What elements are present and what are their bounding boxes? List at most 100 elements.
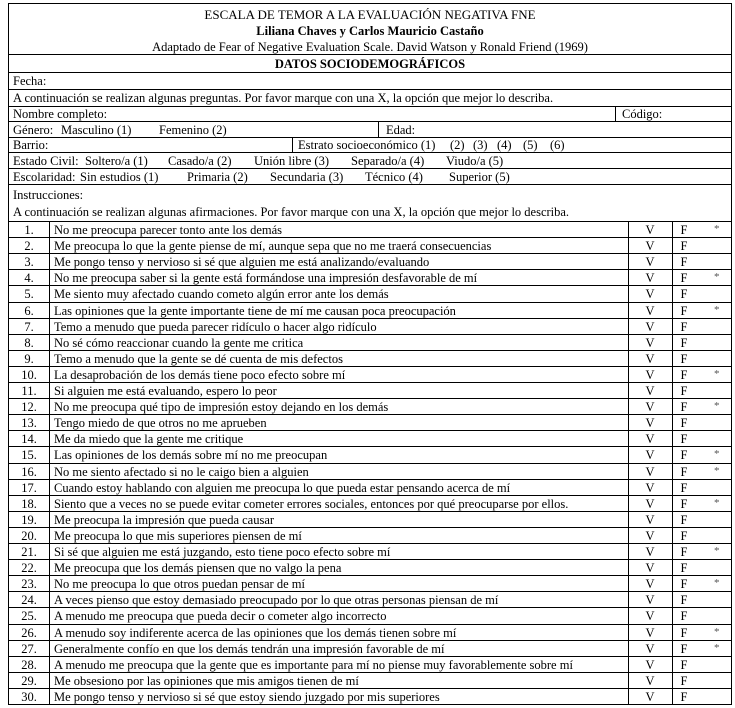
answer-false-option[interactable]: F: [680, 689, 688, 704]
answer-true-option[interactable]: V: [645, 448, 655, 463]
divider: [628, 383, 629, 400]
table-row: 9. Temo a menudo que la gente se dé cuent…: [8, 349, 732, 367]
answer-true-option[interactable]: V: [645, 432, 655, 447]
answer-false-option[interactable]: F: [680, 432, 688, 447]
estado-option[interactable]: Casado/a (2): [168, 154, 232, 168]
answer-true-option[interactable]: V: [645, 673, 655, 688]
answer-false-option[interactable]: F: [680, 577, 688, 592]
answer-true-option[interactable]: V: [645, 319, 655, 334]
answer-true-option[interactable]: V: [645, 367, 655, 382]
escolaridad-option[interactable]: Técnico (4): [365, 170, 423, 184]
estrato-option[interactable]: (2): [450, 138, 465, 152]
item-text: A veces pienso que estoy demasiado preoc…: [54, 593, 499, 608]
estrato-option[interactable]: (3): [473, 138, 488, 152]
answer-false-option[interactable]: F: [680, 545, 688, 559]
genero-row[interactable]: Género: Masculino (1) Femenino (2) Edad:: [8, 121, 732, 138]
answer-true-option[interactable]: V: [645, 416, 655, 431]
answer-false-option[interactable]: F: [680, 287, 688, 302]
escolaridad-option[interactable]: Superior (5): [449, 170, 510, 184]
estado-option[interactable]: Soltero/a (1): [85, 154, 148, 168]
answer-true-option[interactable]: V: [645, 689, 655, 704]
answer-false-option[interactable]: F: [680, 657, 688, 672]
answer-true-option[interactable]: V: [645, 400, 655, 415]
answer-true-option[interactable]: V: [645, 528, 655, 543]
table-row: 18. Siento que a veces no se puede evitar…: [8, 494, 732, 512]
answer-false-option[interactable]: F: [680, 593, 688, 608]
answer-false-option[interactable]: F: [680, 400, 688, 415]
answer-true-option[interactable]: V: [645, 496, 655, 511]
answer-true-option[interactable]: V: [645, 351, 655, 366]
estado-option[interactable]: Unión libre (3): [254, 154, 329, 168]
item-number: 25.: [21, 609, 37, 624]
item-text: Me pongo tenso y nervioso si sé que algu…: [54, 255, 430, 270]
answer-true-option[interactable]: V: [645, 335, 655, 350]
answer-false-option[interactable]: F: [680, 641, 688, 656]
estado-civil-row[interactable]: Estado Civil: Soltero/a (1) Casado/a (2)…: [8, 152, 732, 169]
table-row: 15. Las opiniones de los demás sobre mí n…: [8, 446, 732, 464]
item-text: No sé cómo reaccionar cuando la gente me…: [54, 335, 304, 350]
answer-true-option[interactable]: V: [645, 577, 655, 592]
answer-true-option[interactable]: V: [645, 464, 655, 479]
answer-true-option[interactable]: V: [645, 593, 655, 608]
answer-true-option[interactable]: V: [645, 239, 655, 254]
escolaridad-option[interactable]: Secundaria (3): [270, 170, 344, 184]
nombre-row[interactable]: Nombre completo: Código:: [8, 106, 732, 122]
answer-true-option[interactable]: V: [645, 641, 655, 656]
barrio-row[interactable]: Barrio: Estrato socioeconómico (1) (2) (…: [8, 137, 732, 153]
genero-option[interactable]: Masculino (1): [61, 123, 132, 137]
answer-false-option[interactable]: F: [680, 561, 688, 576]
answer-true-option[interactable]: V: [645, 271, 655, 286]
answer-false-option[interactable]: F: [680, 464, 688, 479]
answer-false-option[interactable]: F: [680, 335, 688, 350]
item-number: 6.: [24, 303, 34, 318]
answer-true-option[interactable]: V: [645, 384, 655, 398]
answer-false-option[interactable]: F: [680, 239, 688, 254]
answer-true-option[interactable]: V: [645, 255, 655, 270]
answer-false-option[interactable]: F: [680, 303, 688, 318]
estado-option[interactable]: Viudo/a (5): [446, 154, 504, 168]
item-text: Generalmente confío en que los demás ten…: [54, 641, 445, 656]
item-number: 20.: [21, 528, 37, 543]
answer-false-option[interactable]: F: [680, 448, 688, 463]
answer-false-option[interactable]: F: [680, 223, 688, 237]
escolaridad-option[interactable]: Sin estudios (1): [80, 170, 159, 184]
answer-false-option[interactable]: F: [680, 496, 688, 511]
divider: [49, 222, 50, 239]
estado-option[interactable]: Separado/a (4): [351, 154, 425, 168]
answer-false-option[interactable]: F: [680, 625, 688, 640]
answer-false-option[interactable]: F: [680, 255, 688, 270]
answer-true-option[interactable]: V: [645, 609, 655, 624]
divider: [672, 334, 673, 351]
answer-false-option[interactable]: F: [680, 416, 688, 431]
answer-false-option[interactable]: F: [680, 512, 688, 527]
answer-false-option[interactable]: F: [680, 319, 688, 334]
answer-true-option[interactable]: V: [645, 287, 655, 302]
answer-false-option[interactable]: F: [680, 384, 688, 398]
answer-false-option[interactable]: F: [680, 528, 688, 543]
estrato-option[interactable]: (5): [523, 138, 538, 152]
answer-true-option[interactable]: V: [645, 545, 655, 559]
estrato-option[interactable]: (4): [497, 138, 512, 152]
divider: [628, 254, 629, 271]
escolaridad-row[interactable]: Escolaridad: Sin estudios (1) Primaria (…: [8, 168, 732, 185]
answer-false-option[interactable]: F: [680, 480, 688, 495]
answer-true-option[interactable]: V: [645, 303, 655, 318]
answer-true-option[interactable]: V: [645, 625, 655, 640]
answer-true-option[interactable]: V: [645, 561, 655, 576]
section-title: DATOS SOCIODEMOGRÁFICOS: [274, 57, 466, 71]
answer-true-option[interactable]: V: [645, 512, 655, 527]
fecha-row[interactable]: Fecha:: [8, 72, 732, 90]
item-text: Si sé que alguien me está juzgando, esto…: [54, 545, 391, 559]
answer-true-option[interactable]: V: [645, 223, 655, 237]
escolaridad-option[interactable]: Primaria (2): [187, 170, 248, 184]
estrato-option[interactable]: (6): [550, 138, 565, 152]
section-title-row: DATOS SOCIODEMOGRÁFICOS: [8, 54, 732, 73]
answer-false-option[interactable]: F: [680, 351, 688, 366]
answer-true-option[interactable]: V: [645, 480, 655, 495]
answer-false-option[interactable]: F: [680, 271, 688, 286]
answer-false-option[interactable]: F: [680, 367, 688, 382]
answer-true-option[interactable]: V: [645, 657, 655, 672]
genero-option[interactable]: Femenino (2): [159, 123, 227, 137]
answer-false-option[interactable]: F: [680, 673, 688, 688]
answer-false-option[interactable]: F: [680, 609, 688, 624]
